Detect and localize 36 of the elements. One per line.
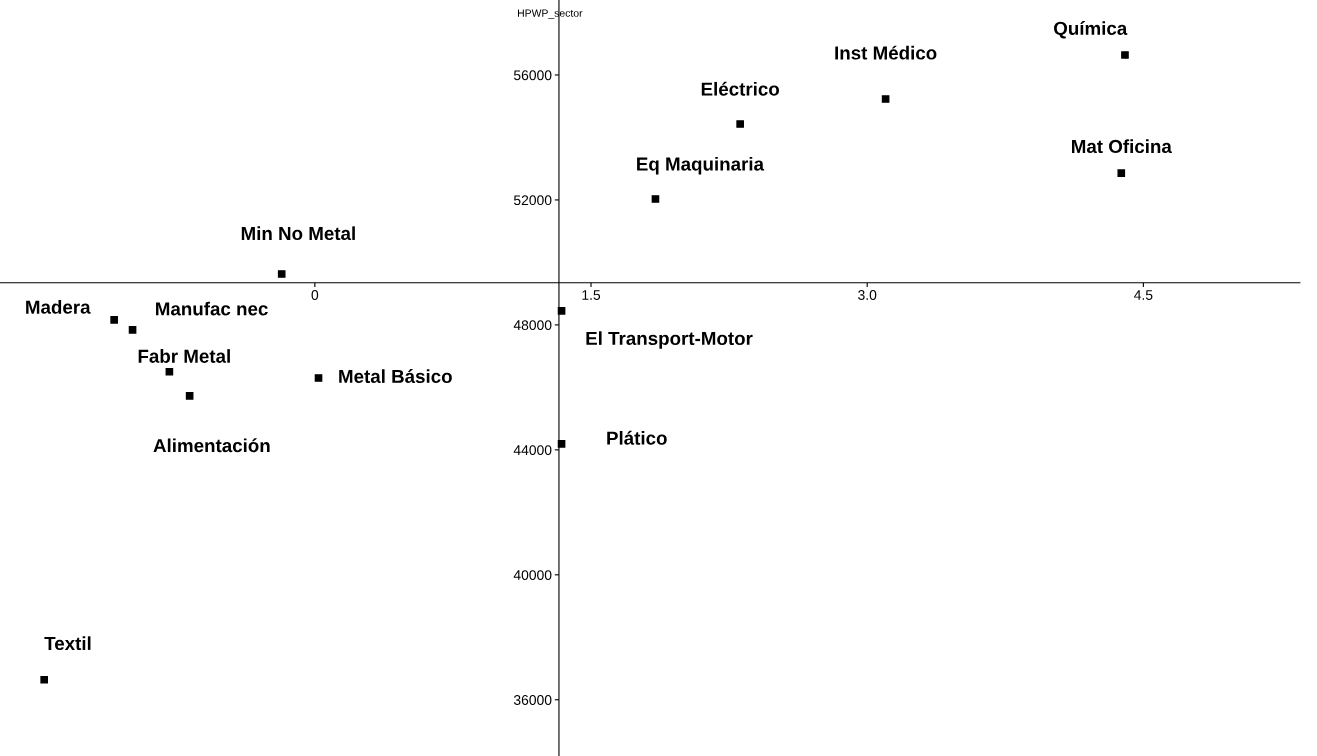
annotation: El Transport-Motor bbox=[586, 331, 753, 349]
point bbox=[277, 270, 286, 278]
x-tick-label: 0 bbox=[311, 290, 319, 300]
x-tick-label: 1.5 bbox=[582, 290, 601, 300]
x-tick-label: 4.5 bbox=[1134, 290, 1153, 300]
y-tick-label: 40000 bbox=[513, 570, 552, 580]
annotation: Mat Oficina bbox=[1072, 139, 1172, 154]
annotation: Alimentación bbox=[153, 438, 270, 453]
annotation: Eléctrico bbox=[701, 81, 780, 96]
point bbox=[736, 120, 744, 128]
y-tick-label: 36000 bbox=[513, 695, 552, 705]
annotation: Textil bbox=[44, 636, 91, 651]
point bbox=[1117, 169, 1126, 177]
annotation: Eq Maquinaria bbox=[637, 156, 765, 175]
point bbox=[110, 316, 118, 324]
y-tick-label: 52000 bbox=[513, 195, 552, 206]
y-tick-label: 44000 bbox=[513, 445, 552, 456]
point bbox=[314, 374, 323, 382]
annotation: Min No Metal bbox=[241, 226, 355, 241]
annotation: Manufac nec bbox=[156, 301, 268, 316]
annotation: Química bbox=[1054, 21, 1128, 39]
point bbox=[128, 326, 137, 334]
point bbox=[881, 95, 890, 103]
y-tick-label: 48000 bbox=[513, 320, 552, 331]
annotation: Inst Médico bbox=[835, 45, 937, 60]
point bbox=[651, 195, 660, 203]
x-tick-label: 3.0 bbox=[858, 290, 877, 300]
annotation: Metal Básico bbox=[339, 369, 452, 384]
point bbox=[40, 675, 49, 684]
annotation: Fabr Metal bbox=[138, 349, 230, 363]
point bbox=[165, 367, 174, 376]
y-tick-label: 56000 bbox=[513, 70, 552, 81]
annotation: Plático bbox=[607, 430, 667, 445]
annotation: Madera bbox=[26, 300, 91, 314]
point bbox=[1121, 51, 1129, 59]
point bbox=[185, 391, 194, 400]
